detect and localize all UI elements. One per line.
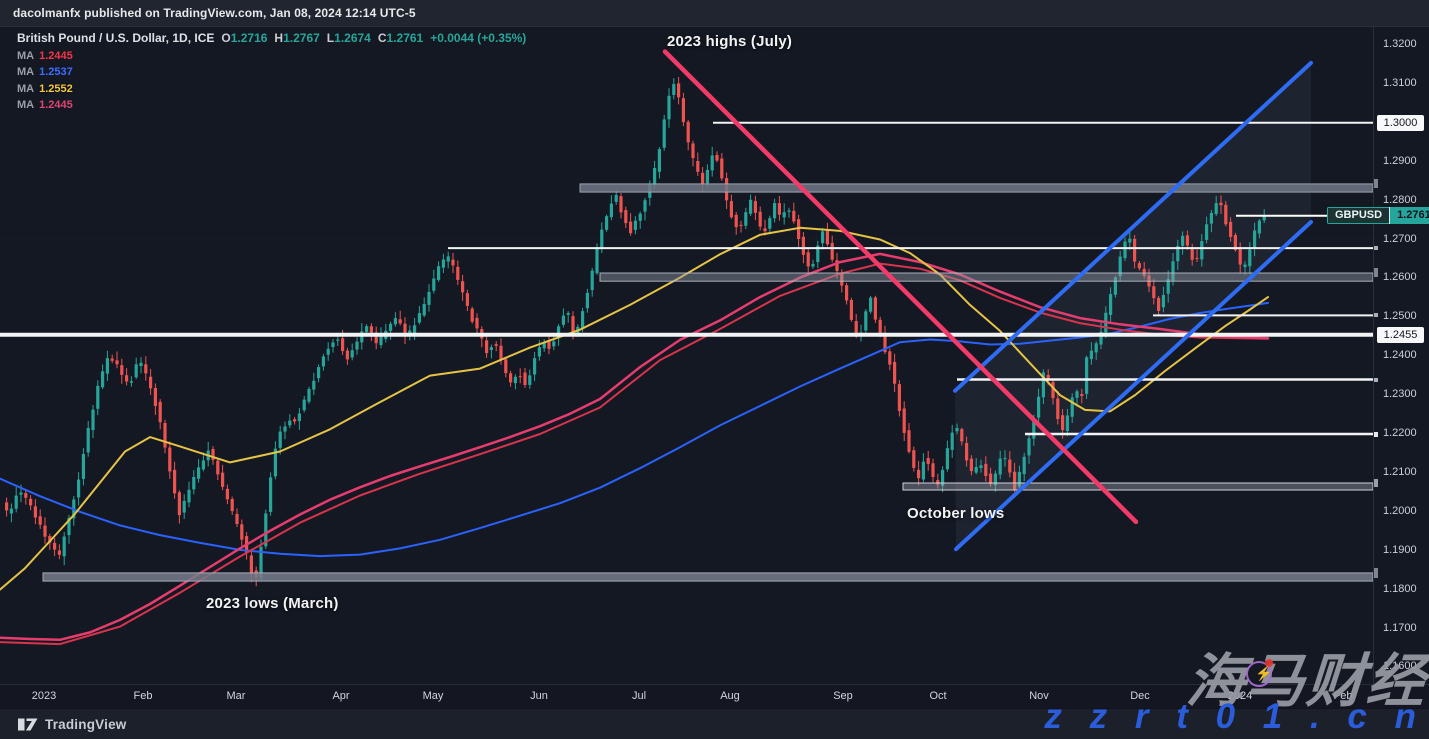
time-axis-label: May xyxy=(422,690,444,702)
chart-annotation-1[interactable]: October lows xyxy=(907,505,1005,522)
price-axis-label: 1.2200 xyxy=(1383,427,1417,439)
channel-fill xyxy=(955,62,1311,550)
axis-tick-mark xyxy=(1374,313,1378,318)
price-axis-label: 1.2300 xyxy=(1383,388,1417,401)
axis-tick-mark xyxy=(1374,479,1378,487)
channel-line xyxy=(953,60,1313,393)
current-price-badge: GBPUSD 1.2761 xyxy=(1327,207,1429,225)
axis-tick-mark xyxy=(1374,377,1378,382)
price-axis-label: 1.3200 xyxy=(1383,38,1417,50)
price-axis-label: 1.2600 xyxy=(1383,271,1417,284)
price-level-badge: 1.3000 xyxy=(1377,114,1424,131)
price-axis-label: 1.2000 xyxy=(1383,504,1417,517)
badge-price: 1.2761 xyxy=(1389,207,1429,225)
watermark-badge-icon: ⚡ xyxy=(1246,659,1273,687)
ma-value: 1.2552 xyxy=(39,82,73,95)
ohlc-key: H xyxy=(274,31,284,45)
price-axis-label: 1.2800 xyxy=(1383,193,1417,206)
time-axis-label: 2023 xyxy=(31,690,57,702)
time-axis[interactable]: 2023 Feb Mar Apr May Jun Jul Aug Sep Oct Nov Dec 202… xyxy=(0,684,1429,708)
change-value: +0.0044 (+0.35%) xyxy=(430,31,527,45)
ohlc-value: 1.2674 xyxy=(334,31,371,45)
badge-symbol: GBPUSD xyxy=(1327,207,1390,225)
ohlc-key: L xyxy=(326,31,335,45)
ma-yellow xyxy=(0,226,1269,591)
ma-legend-row-0[interactable]: MA 1.2445 xyxy=(17,48,526,63)
candles-up xyxy=(9,78,1266,582)
chart-annotation-0[interactable]: 2023 highs (July) xyxy=(667,33,793,50)
watermark-bolt-icon: ⚡ xyxy=(1255,665,1273,681)
ma-legend-row-1[interactable]: MA 1.2537 xyxy=(17,64,526,79)
price-axis-label: 1.1800 xyxy=(1383,582,1417,595)
price-axis-label: 1.2700 xyxy=(1383,232,1417,245)
symbol-title: British Pound / U.S. Dollar, 1D, ICE xyxy=(17,31,215,45)
axis-tick-mark xyxy=(1374,179,1378,189)
symbol-row[interactable]: British Pound / U.S. Dollar, 1D, ICE O1.2… xyxy=(17,31,526,46)
ohlc-value: 1.2716 xyxy=(230,31,268,45)
ma-legend-row-2[interactable]: MA 1.2552 xyxy=(17,81,526,96)
ma-pink xyxy=(0,252,1270,642)
ma-legend-row-3[interactable]: MA 1.2445 xyxy=(17,97,526,112)
published-line: dacolmanfx published on TradingView.com,… xyxy=(13,6,416,20)
chart-legend: British Pound / U.S. Dollar, 1D, ICE O1.2… xyxy=(17,31,526,112)
snapshot-header-bar: dacolmanfx published on TradingView.com,… xyxy=(0,0,1429,27)
time-axis-label: Sep xyxy=(833,690,853,702)
price-axis-label: 1.1600 xyxy=(1383,660,1417,673)
ma-label: MA xyxy=(17,49,35,62)
time-axis-label: Apr xyxy=(332,690,350,702)
ohlc-key: C xyxy=(377,31,387,45)
ma-label: MA xyxy=(17,66,35,78)
tradingview-logo[interactable]: TradingView xyxy=(18,716,126,733)
price-axis-label: 1.2400 xyxy=(1383,349,1417,362)
price-level-badge: 1.2455 xyxy=(1377,326,1424,343)
channel-line xyxy=(954,220,1313,552)
price-axis-label: 1.1700 xyxy=(1383,621,1417,634)
watermark-red-dot xyxy=(1265,659,1273,667)
price-axis-label: 1.1900 xyxy=(1383,543,1417,556)
sr-zone xyxy=(902,482,1373,491)
bottom-bar: TradingView xyxy=(0,708,1429,739)
time-axis-label: Aug xyxy=(720,690,740,702)
time-axis-label: Nov xyxy=(1029,690,1049,702)
sr-zone xyxy=(599,272,1373,282)
axis-tick-mark xyxy=(1374,246,1378,251)
price-axis[interactable]: 1.3200 1.3100 1.2900 1.2800 1.2700 1.2600 1.25… xyxy=(1373,0,1429,684)
time-axis-label: Mar xyxy=(226,690,246,702)
price-axis-label: 1.3100 xyxy=(1383,76,1417,89)
ma-label: MA xyxy=(17,99,35,111)
time-axis-label: 2024 xyxy=(1227,690,1253,702)
ohlc-value: 1.2767 xyxy=(283,31,320,45)
time-axis-label: Jul xyxy=(631,690,647,702)
ma-crimson xyxy=(0,262,1269,646)
price-axis-label: 1.2500 xyxy=(1383,310,1417,323)
time-axis-label: Feb xyxy=(1333,690,1353,702)
time-axis-label: Oct xyxy=(929,690,947,702)
chart-pane[interactable] xyxy=(0,0,1373,684)
candles-down xyxy=(5,77,1242,587)
watermark-url-text: z z r t 0 1 . c n xyxy=(1044,697,1425,736)
axis-tick-mark xyxy=(1374,431,1378,437)
ma-value: 1.2445 xyxy=(39,49,73,62)
price-axis-label: 1.2900 xyxy=(1383,154,1417,167)
tradingview-wordmark: TradingView xyxy=(45,717,127,732)
sr-zone xyxy=(42,572,1373,582)
axis-tick-mark xyxy=(1374,567,1378,578)
ohlc-key: O xyxy=(221,31,231,45)
time-axis-label: Dec xyxy=(1130,690,1150,702)
sr-zone xyxy=(579,183,1373,193)
tradingview-logo-icon xyxy=(18,718,38,731)
chart-annotation-2[interactable]: 2023 lows (March) xyxy=(206,595,339,612)
ohlc-value: 1.2761 xyxy=(386,31,424,45)
ma-label: MA xyxy=(17,82,35,95)
time-axis-label: Jun xyxy=(530,690,548,702)
time-axis-label: Feb xyxy=(133,690,153,702)
ma-value: 1.2537 xyxy=(39,66,73,78)
price-axis-label: 1.2100 xyxy=(1383,465,1417,478)
axis-tick-mark xyxy=(1374,268,1378,278)
ma-value: 1.2445 xyxy=(39,99,73,111)
trend-line xyxy=(662,49,1139,525)
